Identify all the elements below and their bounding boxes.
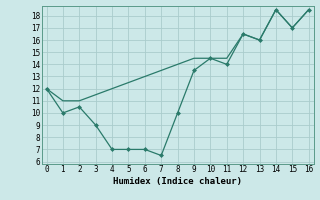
X-axis label: Humidex (Indice chaleur): Humidex (Indice chaleur) xyxy=(113,177,242,186)
